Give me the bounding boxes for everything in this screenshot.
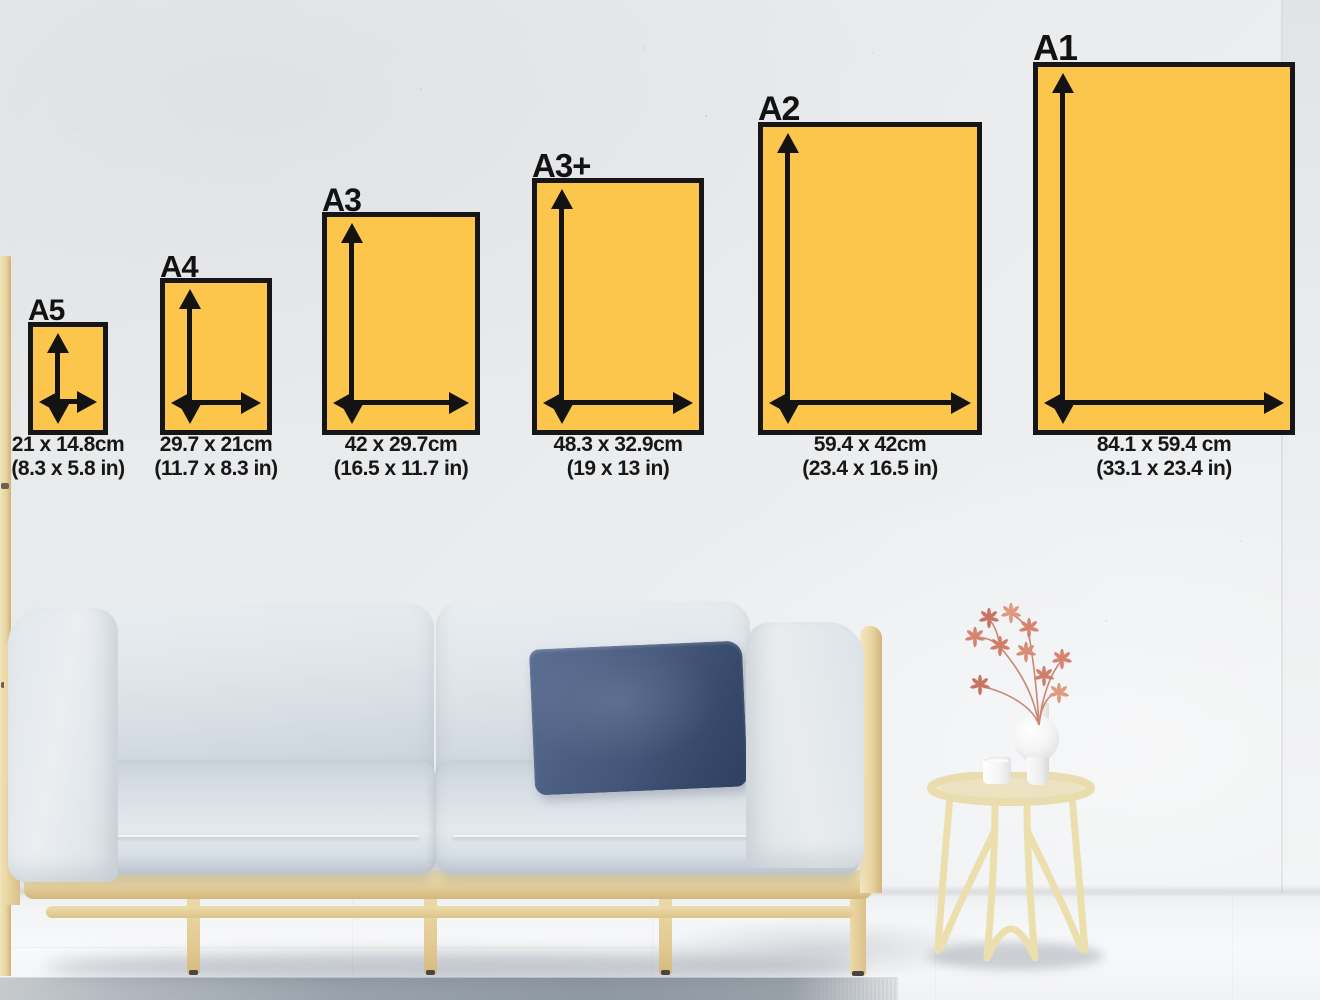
sofa-stretcher-bar (46, 906, 854, 918)
size-panel-a5: A5 21 x 14.8cm (8.3 x 5.8 in) (11, 295, 125, 479)
size-caption-a3plus: 48.3 x 32.9cm (19 x 13 in) (488, 433, 748, 480)
table-shadow (928, 942, 1104, 970)
size-cm: 48.3 x 32.9cm (553, 433, 683, 456)
sofa (4, 588, 884, 988)
size-inches: (23.4 x 16.5 in) (802, 456, 938, 480)
vase (1013, 715, 1059, 762)
width-double-arrow-icon (789, 400, 951, 405)
size-cm: 29.7 x 21cm (159, 433, 273, 456)
dried-flowers (964, 602, 1073, 726)
size-caption-a2: 59.4 x 42cm (23.4 x 16.5 in) (740, 433, 1000, 480)
size-inches: (8.3 x 5.8 in) (11, 456, 125, 480)
size-caption-a4: 29.7 x 21cm (11.7 x 8.3 in) (86, 433, 346, 480)
size-panel-a3: A3 42 x 29.7cm (16.5 x 11.7 in) (322, 183, 480, 480)
size-panel-a3plus: A3+ 48.3 x 32.9cm (19 x 13 in) (532, 148, 704, 480)
width-double-arrow-icon (191, 400, 241, 405)
size-label-a3: A3 (322, 181, 362, 218)
size-caption-a1: 84.1 x 59.4 cm (33.1 x 23.4 in) (1034, 433, 1294, 480)
size-cm: 84.1 x 59.4 cm (1096, 433, 1232, 456)
floor-seam (0, 947, 660, 948)
size-label-a3plus: A3+ (532, 146, 591, 184)
size-inches: (16.5 x 11.7 in) (333, 456, 469, 480)
height-double-arrow-icon (1060, 93, 1065, 404)
sofa-arm-right (746, 622, 864, 868)
width-double-arrow-icon (1064, 400, 1264, 405)
floor-seam (652, 895, 653, 1000)
size-panel-a4: A4 29.7 x 21cm (11.7 x 8.3 in) (154, 250, 278, 479)
size-label-a5: A5 (28, 293, 65, 327)
sofa-arm-left (8, 608, 118, 882)
wall-corner (1281, 0, 1283, 893)
size-inches: (33.1 x 23.4 in) (1096, 456, 1232, 480)
side-table (927, 772, 1095, 962)
wall-texture-specks (705, 115, 707, 117)
height-double-arrow-icon (785, 153, 790, 404)
sofa-wood-frame-right (860, 626, 882, 893)
size-label-a4: A4 (160, 248, 199, 284)
sofa-wood-rail (24, 870, 872, 899)
width-double-arrow-icon (563, 400, 673, 405)
size-cm: 21 x 14.8cm (11, 433, 125, 456)
sofa-under-shadow (45, 952, 865, 982)
pole-joint (1, 483, 9, 489)
rug (0, 977, 898, 1000)
width-double-arrow-icon (59, 399, 77, 404)
size-panel-a2: A2 59.4 x 42cm (23.4 x 16.5 in) (758, 92, 982, 480)
vase-base (1027, 757, 1049, 785)
size-inches: (11.7 x 8.3 in) (154, 456, 278, 480)
size-caption-a5: 21 x 14.8cm (8.3 x 5.8 in) (0, 433, 198, 480)
size-cm: 42 x 29.7cm (344, 433, 458, 456)
size-caption-a3: 42 x 29.7cm (16.5 x 11.7 in) (271, 433, 531, 480)
navy-throw-pillow (528, 640, 749, 796)
sofa-leg (850, 880, 866, 976)
height-double-arrow-icon (349, 243, 354, 404)
height-double-arrow-icon (559, 209, 564, 404)
size-label-a1: A1 (1033, 26, 1078, 68)
size-panel-a1: A1 84.1 x 59.4 cm (33.1 x 23.4 in) (1033, 29, 1295, 480)
size-inches: (19 x 13 in) (566, 456, 670, 480)
height-double-arrow-icon (187, 309, 192, 404)
floor-seam (352, 895, 353, 1000)
floor-seam (1232, 895, 1233, 1000)
coffee-cup (983, 757, 1011, 784)
height-double-arrow-icon (55, 353, 60, 404)
size-cm: 59.4 x 42cm (813, 433, 927, 456)
width-double-arrow-icon (353, 400, 449, 405)
size-label-a2: A2 (758, 89, 800, 128)
